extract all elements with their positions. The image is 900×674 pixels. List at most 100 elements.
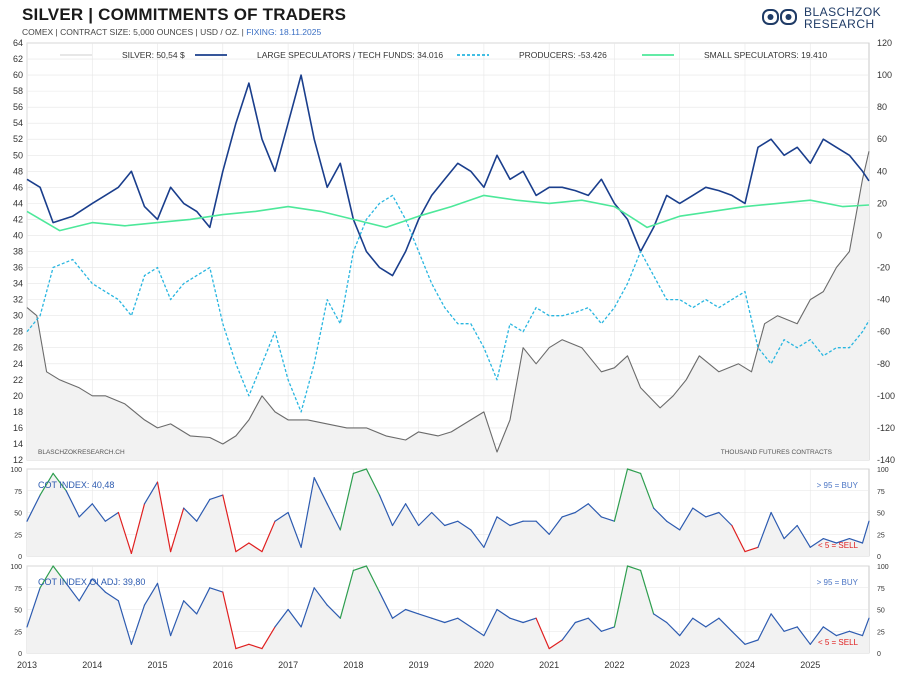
left-axis-tick: 22 <box>13 375 23 385</box>
cot-index-oi-segment <box>287 608 302 628</box>
units-note: THOUSAND FUTURES CONTRACTS <box>721 449 833 456</box>
cot-index-oi-segment <box>535 617 550 650</box>
cot-index-segment <box>613 468 629 522</box>
cot-index-oi-segment <box>405 608 420 615</box>
left-axis-tick: 56 <box>13 102 23 112</box>
cot-index-oi-segment <box>391 608 407 619</box>
right-axis-tick: 100 <box>877 70 892 80</box>
cot-index-oi-segment <box>313 587 328 606</box>
cot-index-oi-segment <box>248 643 263 650</box>
cot-index-segment <box>378 494 394 527</box>
left-axis-tick: 50 <box>13 150 23 160</box>
left-axis-tick: 60 <box>13 70 23 80</box>
left-axis-tick: 18 <box>13 407 23 417</box>
cot-index-oi-right-tick: 75 <box>877 586 885 593</box>
cot-index-segment <box>861 520 870 544</box>
cot-index-oi-segment <box>470 626 485 637</box>
cot-index-segment <box>209 494 224 500</box>
cot-index-segment <box>692 507 707 518</box>
x-axis-tick: 2015 <box>148 660 168 670</box>
cot-index-right-tick: 0 <box>877 554 881 561</box>
right-axis-tick: 40 <box>877 166 887 176</box>
cot-index-oi-segment <box>183 600 198 615</box>
cot-index-oi-segment <box>130 604 146 645</box>
cot-index-oi-segment <box>613 565 629 628</box>
cot-index-segment <box>39 472 54 496</box>
cot-index-segment <box>574 503 589 514</box>
cot-index-oi-segment <box>574 617 589 624</box>
cot-index-oi-segment <box>744 639 759 645</box>
cot-index-segment <box>483 516 498 548</box>
cot-index-segment <box>731 524 746 553</box>
producers-line <box>26 194 870 413</box>
large-speculators-line <box>26 74 870 277</box>
cot-index-oi-segment <box>692 617 707 628</box>
right-axis-tick: 0 <box>877 230 882 240</box>
cot-index-right-tick: 25 <box>877 532 885 539</box>
left-axis-tick: 58 <box>13 86 23 96</box>
x-axis-tick: 2018 <box>343 660 363 670</box>
cot-index-segment <box>156 481 172 553</box>
cot-index-segment <box>626 468 642 474</box>
cot-index-oi-left-tick: 50 <box>14 608 22 615</box>
right-axis-tick: 20 <box>877 198 887 208</box>
cot-index-segment <box>235 542 250 553</box>
cot-index-segment <box>300 477 315 548</box>
cot-index-segment <box>757 511 772 548</box>
cot-index-oi-segment <box>39 565 54 589</box>
page-title: SILVER | COMMITMENTS OF TRADERS <box>22 5 347 24</box>
x-axis-tick: 2021 <box>539 660 559 670</box>
cot-index-oi-segment <box>326 604 341 619</box>
cot-index-oi-segment <box>822 626 838 637</box>
cot-index-segment <box>444 520 459 527</box>
cot-index-oi-segment <box>235 643 250 650</box>
cot-index-oi-segment <box>705 617 720 628</box>
left-axis-tick: 14 <box>13 439 23 449</box>
watermark-text: BLASCHZOKRESEARCH.CH <box>38 449 125 456</box>
right-axis-tick: -80 <box>877 359 890 369</box>
cot-index-oi-segment <box>496 608 511 619</box>
cot-index-segment <box>809 537 824 548</box>
left-axis-tick: 26 <box>13 343 23 353</box>
left-axis-tick: 62 <box>13 54 23 64</box>
cot-index-segment <box>117 511 132 555</box>
cot-index-segment <box>26 494 41 522</box>
right-axis-tick: 60 <box>877 134 887 144</box>
cot-index-left-tick: 50 <box>14 511 22 518</box>
left-axis-tick: 20 <box>13 391 23 401</box>
cot-index-oi-segment <box>52 565 67 585</box>
cot-index-segment <box>587 503 603 518</box>
right-axis-tick: -120 <box>877 423 895 433</box>
legend-label: SILVER: 50,54 $ <box>122 50 185 60</box>
cot-index-oi-segment <box>196 587 211 615</box>
cot-index-segment <box>183 507 198 522</box>
cot-index-oi-segment <box>26 587 41 628</box>
cot-index-segment <box>744 546 759 553</box>
cot-index-oi-segment <box>352 565 367 572</box>
left-axis-tick: 12 <box>13 455 23 465</box>
cot-index-segment <box>796 524 811 548</box>
cot-index-buy-label: > 95 = BUY <box>817 481 859 490</box>
cot-index-oi-area <box>27 566 869 653</box>
cot-index-oi-segment <box>561 621 576 641</box>
cot-index-oi-left-tick: 100 <box>10 564 22 571</box>
cot-index-segment <box>835 537 851 544</box>
cot-index-segment <box>222 494 237 553</box>
cot-index-segment <box>248 542 263 553</box>
cot-index-segment <box>770 511 785 540</box>
cot-index-segment <box>52 472 67 492</box>
cot-index-segment <box>287 511 302 548</box>
cot-index-oi-segment <box>339 569 354 619</box>
cot-index-oi-label: COT INDEX OI ADJ: 39,80 <box>38 577 145 587</box>
left-axis-tick: 24 <box>13 359 23 369</box>
cot-index-oi-segment <box>522 617 537 624</box>
silver-area <box>27 151 869 461</box>
cot-index-segment <box>600 516 616 522</box>
cot-index-segment <box>196 498 211 522</box>
cot-index-oi-segment <box>91 578 106 593</box>
cot-index-segment <box>339 472 354 531</box>
cot-index-oi-segment <box>652 613 668 624</box>
cot-index-oi-segment <box>666 621 681 637</box>
cot-index-oi-segment <box>457 617 472 628</box>
x-axis-tick: 2019 <box>409 660 429 670</box>
